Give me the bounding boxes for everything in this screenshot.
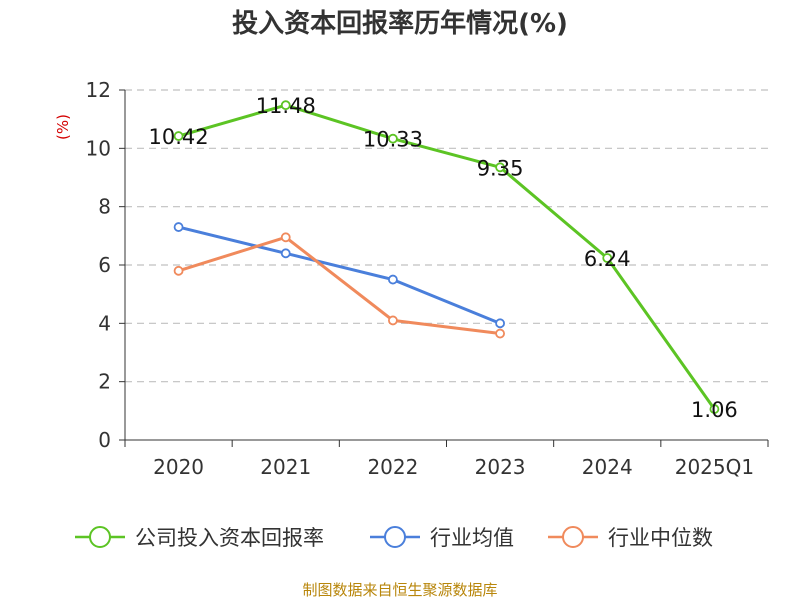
y-tick-label: 6	[98, 253, 111, 277]
series-line-industry_avg	[178, 225, 501, 325]
y-tick-label: 0	[98, 428, 111, 452]
y-tick-label: 10	[86, 136, 111, 160]
data-labels: 10.42 11.48 10.33 9.35 6.24 1.06	[149, 94, 738, 422]
data-label: 9.35	[477, 156, 524, 180]
series-group	[173, 100, 720, 414]
data-label: 6.24	[584, 247, 631, 271]
data-point-company	[495, 162, 505, 173]
data-point-industry_avg	[495, 318, 505, 329]
legend-item-industry_median[interactable]: 行业中位数	[548, 526, 713, 550]
grid	[125, 89, 768, 383]
data-point-company	[173, 131, 184, 141]
x-tick-label: 2024	[582, 455, 633, 479]
legend-label: 行业均值	[430, 526, 514, 550]
legend-swatch-marker	[562, 526, 584, 548]
data-label: 10.33	[363, 128, 423, 152]
data-label: 1.06	[691, 398, 738, 422]
data-point-company	[280, 100, 291, 111]
legend[interactable]: 公司投入资本回报率 行业均值 行业中位数	[75, 526, 713, 550]
x-tick-label: 2022	[367, 455, 418, 479]
source-note: 制图数据来自恒生聚源数据库	[302, 581, 497, 599]
data-label: 10.42	[149, 125, 209, 149]
x-tick-label: 2025Q1	[675, 455, 754, 479]
legend-swatch-marker	[384, 526, 406, 548]
data-label: 11.48	[256, 94, 316, 118]
y-tick-label: 4	[98, 311, 111, 335]
y-tick-label: 2	[98, 370, 111, 394]
x-tick-label: 2021	[260, 455, 311, 479]
data-point-industry_median	[388, 315, 398, 326]
legend-item-company[interactable]: 公司投入资本回报率	[75, 526, 324, 550]
legend-label: 公司投入资本回报率	[135, 526, 324, 550]
data-point-company	[602, 253, 613, 263]
axes: 0 2 4 6 8 10 12 2020 2021 2022 2023 2024 2025Q1	[86, 78, 769, 479]
data-point-industry_median	[495, 328, 505, 339]
x-tick-label: 2020	[153, 455, 204, 479]
data-point-industry_avg	[280, 248, 291, 259]
legend-label: 行业中位数	[608, 526, 713, 550]
series-line-industry_median	[178, 235, 501, 336]
data-point-industry_median	[173, 265, 184, 276]
chart-title: 投入资本回报率历年情况(%)	[232, 8, 568, 39]
data-point-industry_avg	[173, 222, 184, 232]
data-point-industry_avg	[388, 274, 398, 285]
series-line-company	[178, 103, 716, 410]
y-axis-label: (%)	[54, 114, 72, 140]
y-tick-label: 12	[86, 78, 111, 102]
legend-swatch-marker	[89, 526, 111, 548]
data-point-company	[388, 133, 398, 144]
legend-item-industry_avg[interactable]: 行业均值	[370, 526, 514, 550]
y-tick-label: 8	[98, 195, 111, 219]
x-tick-label: 2023	[475, 455, 526, 479]
data-point-industry_median	[280, 232, 291, 243]
data-point-company	[709, 404, 720, 414]
